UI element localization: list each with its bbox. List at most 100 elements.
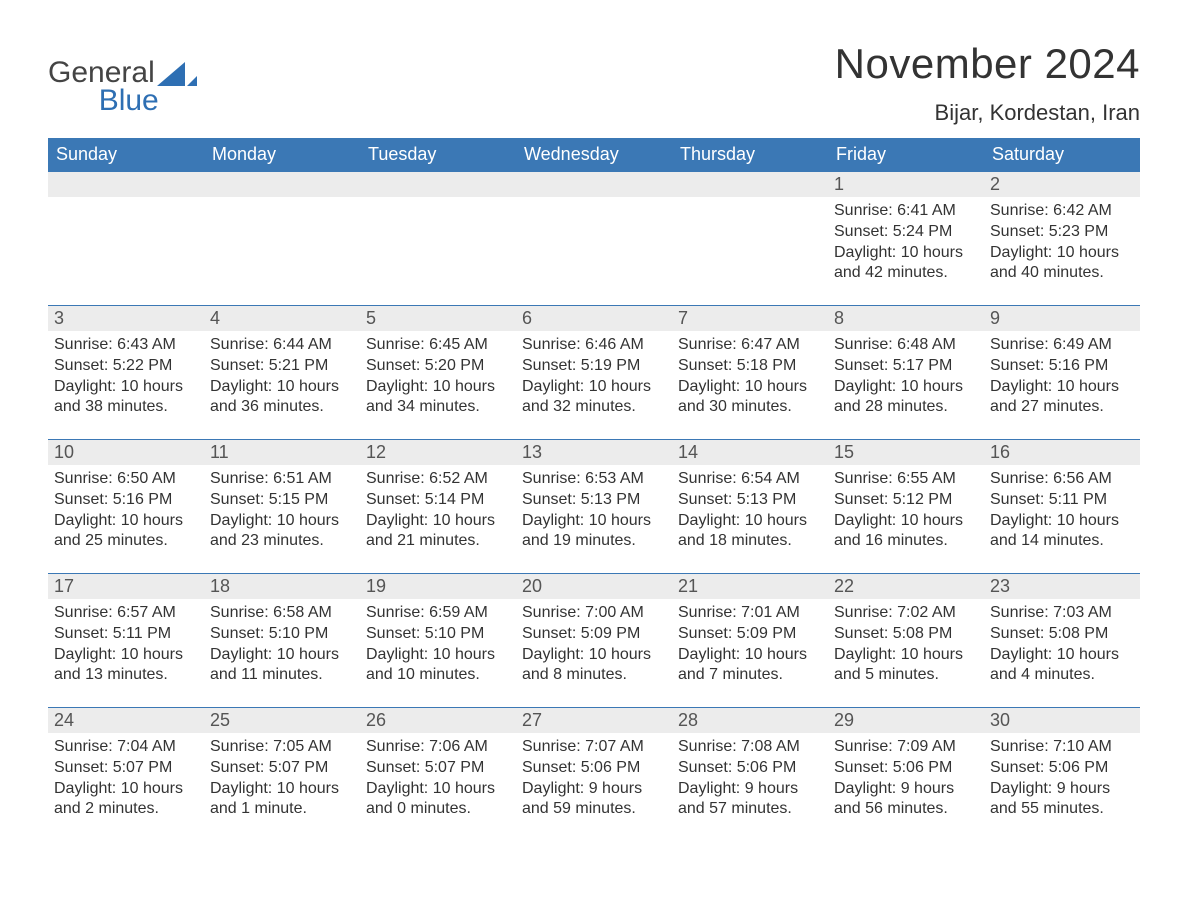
day-sunrise: Sunrise: 6:59 AM (366, 603, 510, 624)
page-header: General Blue November 2024 Bijar, Kordes… (48, 40, 1140, 134)
calendar-header-row: SundayMondayTuesdayWednesdayThursdayFrid… (48, 138, 1140, 171)
calendar-day-cell: 15Sunrise: 6:55 AMSunset: 5:12 PMDayligh… (828, 439, 984, 573)
day-sunset: Sunset: 5:16 PM (990, 356, 1134, 377)
day-number: 1 (828, 171, 984, 197)
day-sunrise: Sunrise: 7:07 AM (522, 737, 666, 758)
day-details: Sunrise: 7:00 AMSunset: 5:09 PMDaylight:… (516, 599, 672, 686)
day-number (516, 171, 672, 197)
day-daylight: Daylight: 10 hours and 25 minutes. (54, 511, 198, 553)
day-sunrise: Sunrise: 7:06 AM (366, 737, 510, 758)
day-number: 2 (984, 171, 1140, 197)
weekday-header: Friday (828, 138, 984, 171)
day-sunset: Sunset: 5:13 PM (522, 490, 666, 511)
day-details: Sunrise: 6:49 AMSunset: 5:16 PMDaylight:… (984, 331, 1140, 418)
day-sunset: Sunset: 5:16 PM (54, 490, 198, 511)
day-daylight: Daylight: 10 hours and 0 minutes. (366, 779, 510, 821)
weekday-header: Wednesday (516, 138, 672, 171)
calendar-day-cell (360, 171, 516, 305)
day-number: 13 (516, 439, 672, 465)
day-daylight: Daylight: 10 hours and 4 minutes. (990, 645, 1134, 687)
day-details: Sunrise: 6:58 AMSunset: 5:10 PMDaylight:… (204, 599, 360, 686)
day-sunrise: Sunrise: 6:57 AM (54, 603, 198, 624)
day-number: 15 (828, 439, 984, 465)
day-number: 23 (984, 573, 1140, 599)
day-sunset: Sunset: 5:18 PM (678, 356, 822, 377)
day-daylight: Daylight: 9 hours and 59 minutes. (522, 779, 666, 821)
calendar-day-cell: 30Sunrise: 7:10 AMSunset: 5:06 PMDayligh… (984, 707, 1140, 841)
day-sunset: Sunset: 5:09 PM (522, 624, 666, 645)
brand-text: General Blue (48, 58, 155, 116)
day-sunset: Sunset: 5:10 PM (210, 624, 354, 645)
day-details: Sunrise: 6:52 AMSunset: 5:14 PMDaylight:… (360, 465, 516, 552)
day-details: Sunrise: 6:59 AMSunset: 5:10 PMDaylight:… (360, 599, 516, 686)
day-sunset: Sunset: 5:07 PM (54, 758, 198, 779)
weekday-header: Tuesday (360, 138, 516, 171)
day-number: 5 (360, 305, 516, 331)
day-number: 22 (828, 573, 984, 599)
calendar-day-cell: 28Sunrise: 7:08 AMSunset: 5:06 PMDayligh… (672, 707, 828, 841)
calendar-day-cell (204, 171, 360, 305)
day-number: 6 (516, 305, 672, 331)
calendar-day-cell: 6 Sunrise: 6:46 AMSunset: 5:19 PMDaylight… (516, 305, 672, 439)
day-number: 29 (828, 707, 984, 733)
title-block: November 2024 Bijar, Kordestan, Iran (835, 40, 1140, 134)
day-sunset: Sunset: 5:06 PM (834, 758, 978, 779)
day-sunrise: Sunrise: 6:44 AM (210, 335, 354, 356)
day-details: Sunrise: 7:09 AMSunset: 5:06 PMDaylight:… (828, 733, 984, 820)
calendar-day-cell: 14Sunrise: 6:54 AMSunset: 5:13 PMDayligh… (672, 439, 828, 573)
day-daylight: Daylight: 10 hours and 42 minutes. (834, 243, 978, 285)
day-details: Sunrise: 6:41 AMSunset: 5:24 PMDaylight:… (828, 197, 984, 284)
day-sunrise: Sunrise: 7:10 AM (990, 737, 1134, 758)
day-daylight: Daylight: 10 hours and 10 minutes. (366, 645, 510, 687)
brand-text-blue: Blue (48, 86, 159, 116)
day-sunset: Sunset: 5:20 PM (366, 356, 510, 377)
day-sunrise: Sunrise: 7:03 AM (990, 603, 1134, 624)
day-sunrise: Sunrise: 6:47 AM (678, 335, 822, 356)
day-daylight: Daylight: 9 hours and 56 minutes. (834, 779, 978, 821)
day-details: Sunrise: 6:53 AMSunset: 5:13 PMDaylight:… (516, 465, 672, 552)
day-number: 8 (828, 305, 984, 331)
day-daylight: Daylight: 10 hours and 27 minutes. (990, 377, 1134, 419)
day-number: 28 (672, 707, 828, 733)
calendar-day-cell: 9Sunrise: 6:49 AMSunset: 5:16 PMDaylight… (984, 305, 1140, 439)
day-number: 25 (204, 707, 360, 733)
day-daylight: Daylight: 10 hours and 23 minutes. (210, 511, 354, 553)
day-number: 12 (360, 439, 516, 465)
day-details: Sunrise: 6:56 AMSunset: 5:11 PMDaylight:… (984, 465, 1140, 552)
day-number: 16 (984, 439, 1140, 465)
day-details: Sunrise: 7:05 AMSunset: 5:07 PMDaylight:… (204, 733, 360, 820)
day-sunset: Sunset: 5:06 PM (678, 758, 822, 779)
day-daylight: Daylight: 10 hours and 19 minutes. (522, 511, 666, 553)
day-number: 19 (360, 573, 516, 599)
day-number (672, 171, 828, 197)
day-number: 9 (984, 305, 1140, 331)
calendar-day-cell: 17Sunrise: 6:57 AMSunset: 5:11 PMDayligh… (48, 573, 204, 707)
calendar-week-row: 3Sunrise: 6:43 AMSunset: 5:22 PMDaylight… (48, 305, 1140, 439)
day-number: 4 (204, 305, 360, 331)
day-sunrise: Sunrise: 6:41 AM (834, 201, 978, 222)
day-sunset: Sunset: 5:08 PM (990, 624, 1134, 645)
calendar-day-cell: 11Sunrise: 6:51 AMSunset: 5:15 PMDayligh… (204, 439, 360, 573)
day-sunrise: Sunrise: 7:00 AM (522, 603, 666, 624)
calendar-day-cell (48, 171, 204, 305)
day-sunset: Sunset: 5:19 PM (522, 356, 666, 377)
day-daylight: Daylight: 10 hours and 2 minutes. (54, 779, 198, 821)
day-daylight: Daylight: 10 hours and 14 minutes. (990, 511, 1134, 553)
day-sunrise: Sunrise: 6:46 AM (522, 335, 666, 356)
day-daylight: Daylight: 10 hours and 18 minutes. (678, 511, 822, 553)
day-sunrise: Sunrise: 6:56 AM (990, 469, 1134, 490)
day-sunset: Sunset: 5:11 PM (990, 490, 1134, 511)
day-sunrise: Sunrise: 6:51 AM (210, 469, 354, 490)
day-daylight: Daylight: 10 hours and 21 minutes. (366, 511, 510, 553)
calendar-table: SundayMondayTuesdayWednesdayThursdayFrid… (48, 138, 1140, 841)
day-sunrise: Sunrise: 6:45 AM (366, 335, 510, 356)
day-daylight: Daylight: 10 hours and 13 minutes. (54, 645, 198, 687)
day-details: Sunrise: 7:07 AMSunset: 5:06 PMDaylight:… (516, 733, 672, 820)
day-daylight: Daylight: 10 hours and 32 minutes. (522, 377, 666, 419)
day-details: Sunrise: 6:43 AMSunset: 5:22 PMDaylight:… (48, 331, 204, 418)
day-number: 27 (516, 707, 672, 733)
day-number (204, 171, 360, 197)
day-sunrise: Sunrise: 6:49 AM (990, 335, 1134, 356)
day-details: Sunrise: 6:48 AMSunset: 5:17 PMDaylight:… (828, 331, 984, 418)
day-number: 11 (204, 439, 360, 465)
